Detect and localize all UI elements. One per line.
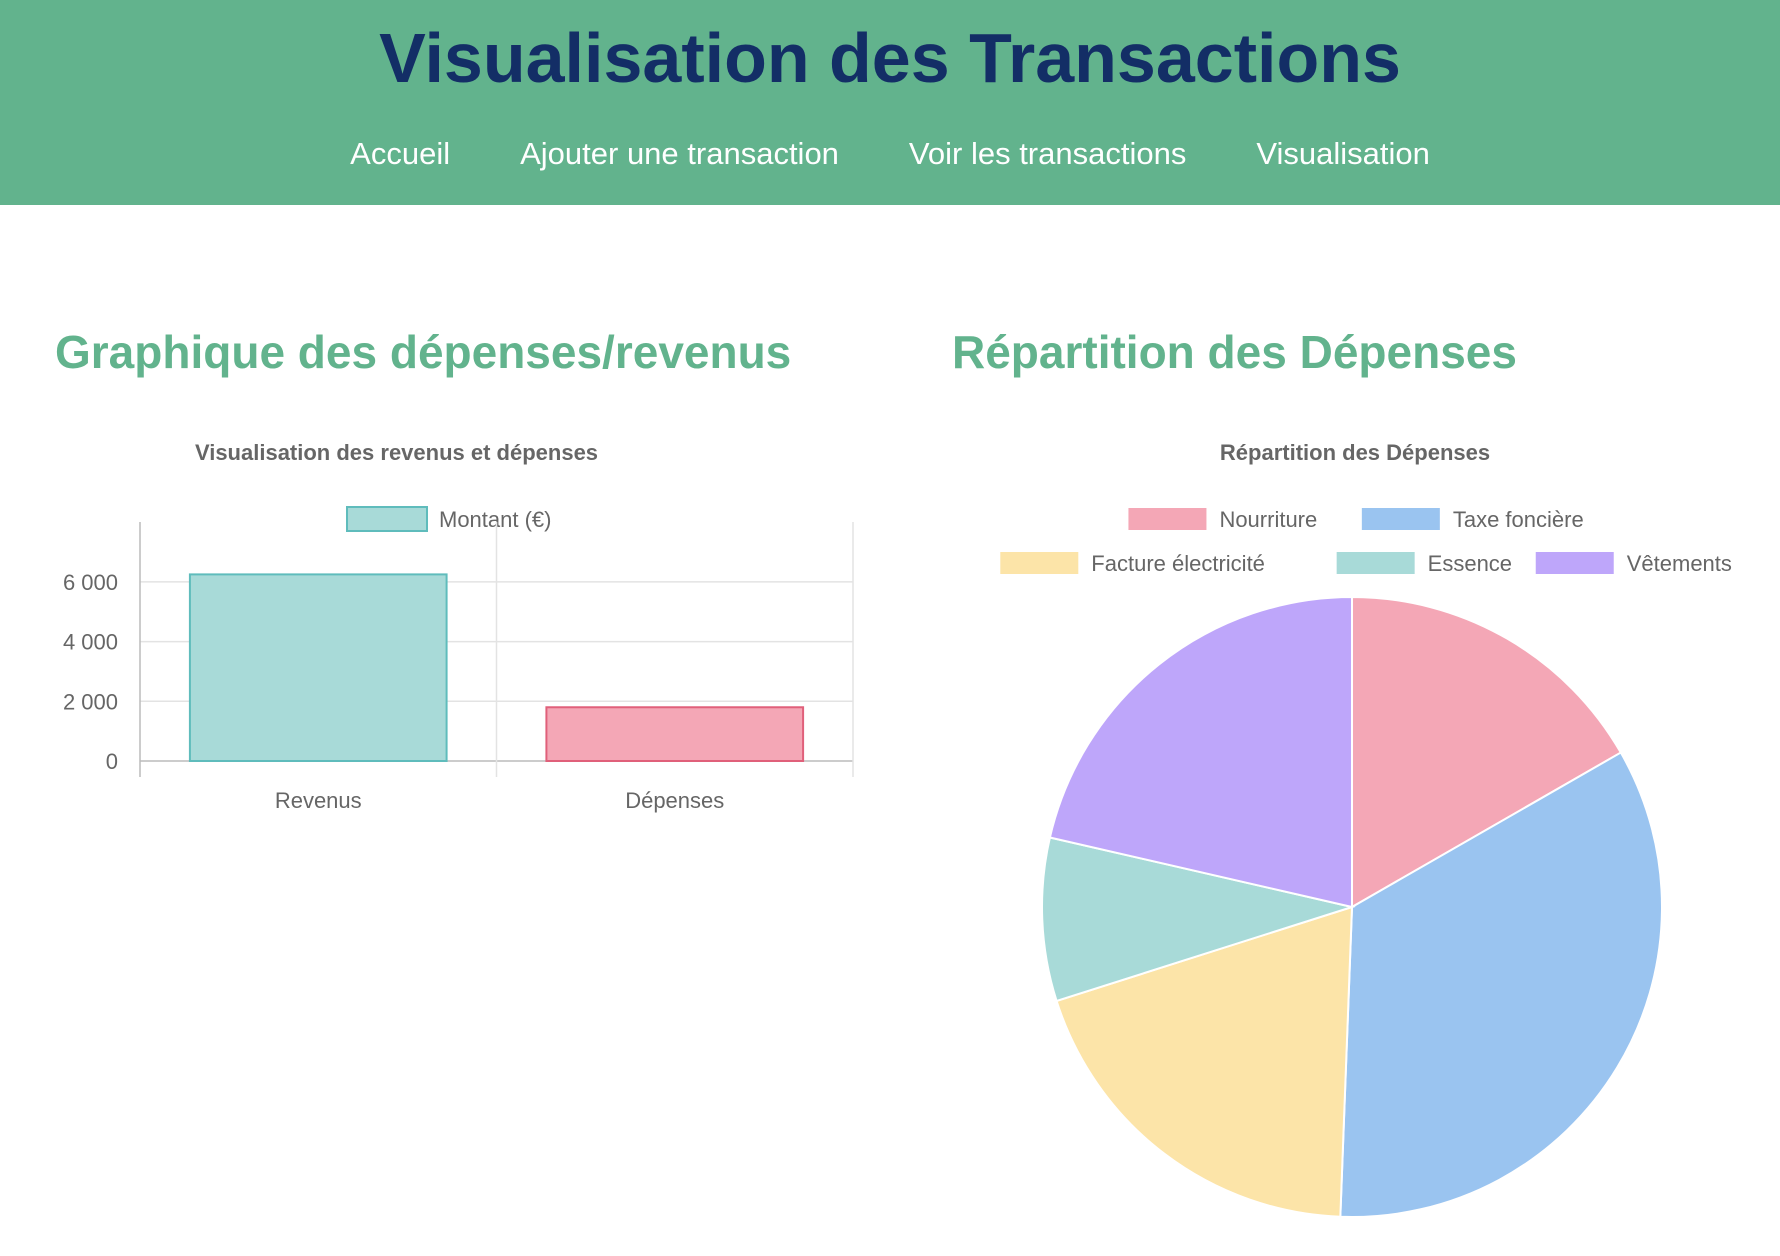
pie-legend-swatch-2 [1000, 552, 1079, 574]
pie-legend-swatch-0 [1128, 508, 1207, 530]
nav-link-voir-transactions[interactable]: Voir les transactions [908, 136, 1187, 171]
pie-slice-2 [1055, 905, 1354, 1218]
pie-legend-label-0: Nourriture [1219, 507, 1317, 532]
pie-legend-swatch-3 [1336, 552, 1415, 574]
pie-legend-label-1: Taxe foncière [1453, 507, 1584, 532]
legend-label: Montant (€) [439, 507, 552, 532]
site-header: Visualisation des Transactions Accueil A… [0, 0, 1780, 205]
y-tick-label: 4 000 [63, 630, 118, 655]
pie-section-heading: Répartition des Dépenses [952, 326, 1517, 378]
pie-slice-0 [1351, 595, 1623, 909]
nav-link-accueil[interactable]: Accueil [350, 136, 451, 171]
bar-chart: Visualisation des revenus et dépenses Mon… [63, 440, 854, 813]
bar-0 [188, 573, 448, 762]
bar-1 [545, 706, 805, 762]
pie-legend-label-3: Essence [1428, 551, 1512, 576]
y-tick-label: 0 [106, 749, 118, 774]
pie-slice-4 [1048, 595, 1353, 909]
pie-slice-1 [1339, 751, 1663, 1218]
x-tick-label: Revenus [275, 788, 362, 813]
pie-chart: Répartition des Dépenses Nourriture Taxe f… [1000, 440, 1732, 1218]
nav-link-visualisation[interactable]: Visualisation [1256, 136, 1430, 171]
bar-legend: Montant (€) [346, 506, 552, 532]
pie-chart-title: Répartition des Dépenses [1220, 440, 1490, 465]
pie-legend-swatch-4 [1535, 552, 1614, 574]
nav-link-ajouter-transaction[interactable]: Ajouter une transaction [520, 136, 839, 171]
x-tick-label: Dépenses [625, 788, 724, 813]
pie-slice-3 [1041, 836, 1356, 1003]
bar-chart-title: Visualisation des revenus et dépenses [195, 440, 598, 465]
y-tick-label: 2 000 [63, 689, 118, 714]
main-nav: Accueil Ajouter une transaction Voir les… [0, 134, 1780, 174]
pie-legend-label-4: Vêtements [1627, 551, 1732, 576]
y-tick-label: 6 000 [63, 570, 118, 595]
pie-legend: Nourriture Taxe foncière Facture électrici… [1000, 507, 1732, 576]
bar-section-heading: Graphique des dépenses/revenus [55, 326, 792, 378]
pie-legend-label-2: Facture électricité [1091, 551, 1265, 576]
site-title: Visualisation des Transactions [379, 19, 1401, 97]
legend-swatch [346, 506, 428, 532]
pie-legend-swatch-1 [1361, 508, 1440, 530]
